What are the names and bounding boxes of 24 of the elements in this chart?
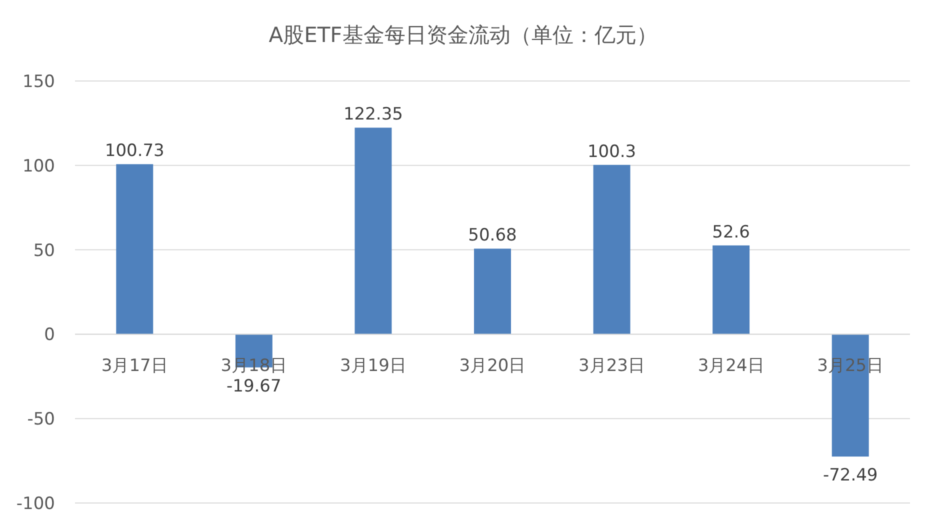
- y-tick-label: 50: [33, 240, 55, 261]
- data-label: -72.49: [822, 466, 878, 486]
- x-tick-label: 3月17日: [101, 356, 168, 376]
- bar: [593, 164, 630, 334]
- bar: [116, 164, 154, 334]
- data-label: 50.68: [468, 226, 517, 246]
- y-tick-label: -50: [27, 410, 55, 430]
- x-tick-label: 3月23日: [578, 356, 646, 376]
- bar: [354, 128, 392, 334]
- bar: [712, 245, 750, 334]
- y-tick-label: 0: [44, 325, 55, 346]
- x-tick-label: 3月24日: [698, 356, 764, 376]
- y-tick-label: 100: [22, 156, 55, 176]
- data-label: 52.6: [712, 222, 750, 242]
- chart-title: A股ETF基金每日资金流动（单位：亿元）: [268, 23, 658, 47]
- data-label: -19.67: [226, 376, 282, 396]
- data-label: 122.35: [343, 104, 403, 125]
- bar: [474, 248, 511, 334]
- data-label: 100.3: [587, 142, 636, 162]
- data-label: 100.73: [104, 141, 164, 162]
- y-tick-label: -100: [16, 494, 55, 514]
- x-tick-label: 3月19日: [340, 356, 406, 376]
- x-tick-label: 3月20日: [459, 356, 526, 376]
- y-tick-label: 150: [22, 72, 55, 92]
